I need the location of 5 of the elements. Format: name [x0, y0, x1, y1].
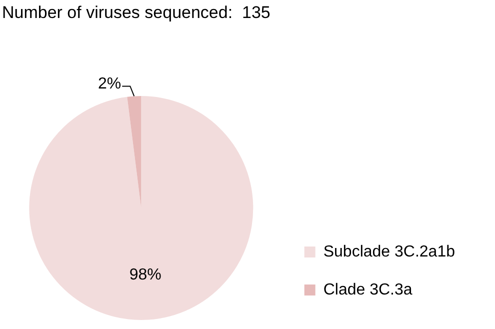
- data-label: 2%: [98, 76, 122, 93]
- chart-title: Number of viruses sequenced: 135: [2, 3, 270, 23]
- data-label: 98%: [129, 266, 162, 284]
- legend-label: Clade 3C.3a: [323, 281, 412, 298]
- legend-label: Subclade 3C.2a1b: [323, 243, 456, 260]
